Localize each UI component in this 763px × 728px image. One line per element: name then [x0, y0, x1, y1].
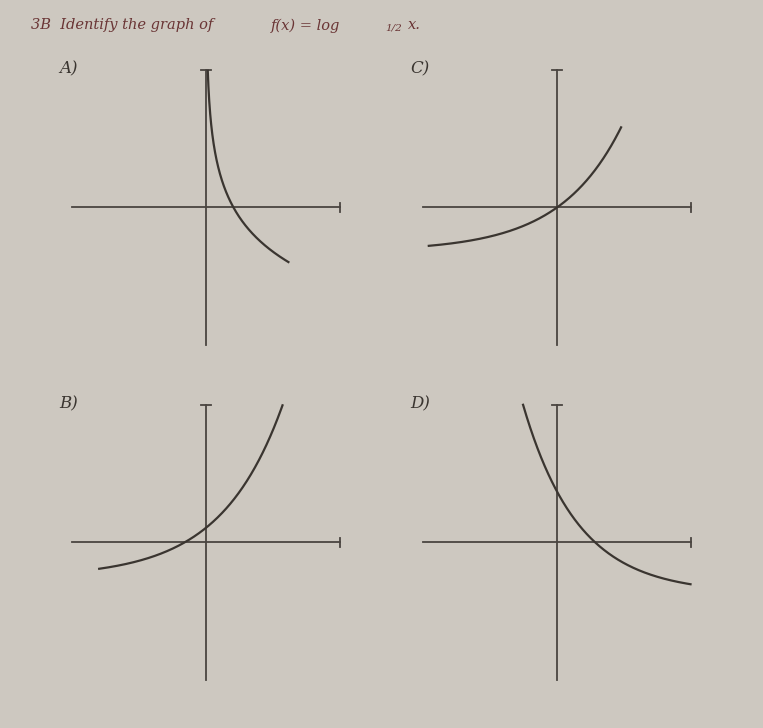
Text: f(x) = log: f(x) = log [271, 18, 340, 33]
Text: x.: x. [408, 18, 421, 32]
Text: A): A) [60, 60, 78, 77]
Text: 1/2: 1/2 [385, 23, 402, 32]
Text: B): B) [60, 395, 79, 412]
Text: C): C) [410, 60, 430, 77]
Text: 3B  Identify the graph of: 3B Identify the graph of [31, 18, 217, 32]
Text: D): D) [410, 395, 430, 412]
